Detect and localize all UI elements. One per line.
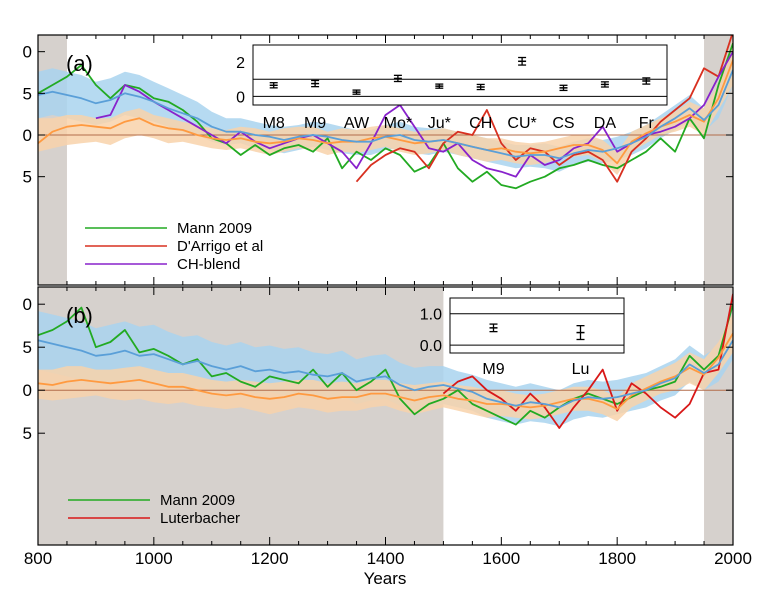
- inset-category-label: M8: [263, 115, 285, 132]
- x-tick-label: 2000: [714, 549, 752, 568]
- inset-category-label: AW: [344, 115, 370, 132]
- series-mann-2009: [38, 43, 733, 190]
- inset-category-label: Mo*: [384, 115, 412, 132]
- inset-chart: 1.0 0.0 M9 Lu: [420, 297, 625, 378]
- panel-b: 0 5 0 5 (b) 1.0 0.0 M9 Lu: [23, 286, 734, 546]
- inset-category-label: Lu: [572, 361, 590, 378]
- y-tick-label: 5: [23, 424, 32, 443]
- x-tick-label: 800: [24, 549, 52, 568]
- plot-area: [38, 35, 733, 190]
- inset-y-tick-label: 1.0: [420, 307, 442, 324]
- series-mann-2009: [38, 303, 733, 426]
- inset-y-tick-label: 2: [236, 55, 245, 72]
- x-tick-label: 1000: [135, 549, 173, 568]
- inset-category-label: Fr: [639, 115, 655, 132]
- inset-category-label: CH: [469, 115, 492, 132]
- inset-category-label: CS: [552, 115, 574, 132]
- y-tick-label: 5: [23, 84, 32, 103]
- y-tick-label: 0: [23, 126, 32, 145]
- y-tick-label: 0: [23, 295, 32, 314]
- y-tick-label: 5: [23, 168, 32, 187]
- inset-frame: [449, 297, 625, 354]
- series-luterbacher: [442, 293, 733, 429]
- legend-label: Luterbacher: [160, 510, 240, 527]
- x-axis-label: Years: [364, 569, 407, 588]
- x-tick-label: 1400: [367, 549, 405, 568]
- inset-y-tick-label: 0: [236, 89, 245, 106]
- legend-label: Mann 2009: [160, 492, 235, 509]
- panel-label: (a): [66, 51, 93, 76]
- series-3: [38, 339, 733, 409]
- inset-category-label: DA: [594, 115, 617, 132]
- inset-frame: [252, 44, 668, 106]
- y-tick-label: 5: [23, 338, 32, 357]
- series-ch-blend: [95, 51, 733, 178]
- inset-y-tick-label: 0.0: [420, 338, 442, 355]
- shaded-period-0: [38, 287, 444, 545]
- legend-label: Mann 2009: [177, 220, 252, 237]
- plot-area: [38, 293, 733, 429]
- x-tick-label: 1600: [482, 549, 520, 568]
- series-4: [38, 69, 733, 160]
- y-tick-label: 0: [23, 43, 32, 62]
- orange-band: [38, 38, 733, 175]
- inset-chart: 2 0 M8 M9 AW Mo* Ju* CH CU* CS DA Fr: [236, 44, 668, 132]
- y-tick-label: 0: [23, 381, 32, 400]
- inset-category-label: CU*: [507, 115, 536, 132]
- legend-label: CH-blend: [177, 256, 240, 273]
- x-tick-label: 1200: [251, 549, 289, 568]
- panel-label: (b): [66, 303, 93, 328]
- legend-label: D'Arrigo et al: [177, 238, 263, 255]
- series-2: [38, 332, 733, 410]
- inset-category-label: Ju*: [428, 115, 451, 132]
- inset-category-label: M9: [482, 361, 504, 378]
- panel-a: 0 5 0 5 (a) 2 0 M8 M9 AW Mo* Ju* CH CU* CS DA Fr: [23, 34, 734, 286]
- inset-category-label: M9: [304, 115, 326, 132]
- x-tick-label: 1800: [598, 549, 636, 568]
